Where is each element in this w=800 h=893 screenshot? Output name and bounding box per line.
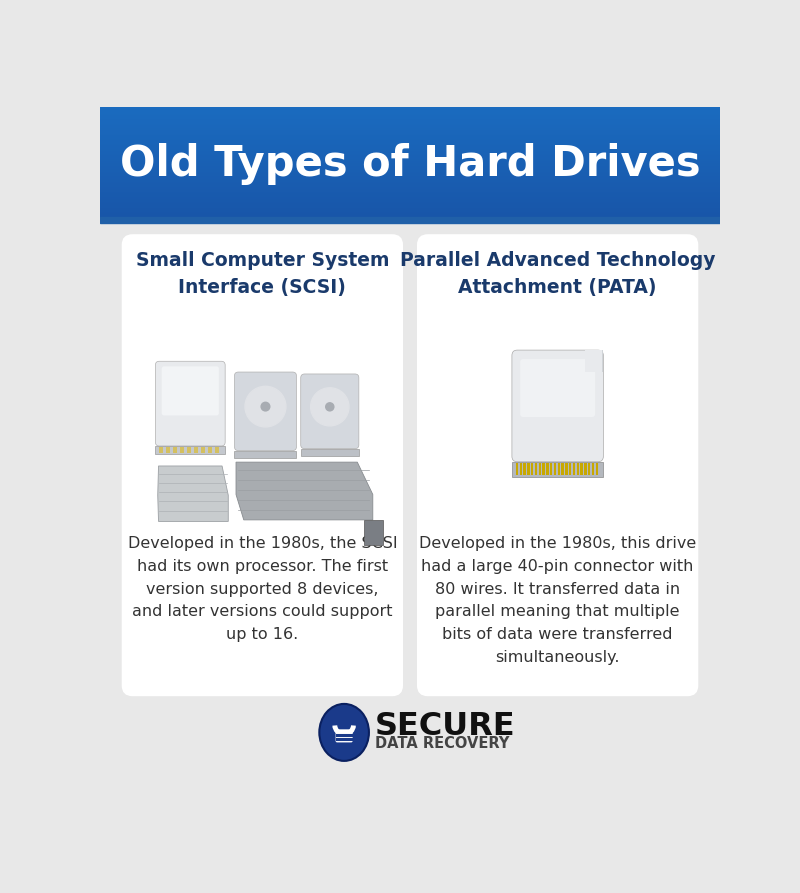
Bar	[523, 463, 526, 475]
Bar	[215, 447, 219, 453]
FancyBboxPatch shape	[155, 362, 225, 446]
Bar	[546, 463, 549, 475]
Bar	[187, 447, 191, 453]
Bar	[573, 463, 575, 475]
Bar	[519, 463, 522, 475]
Bar	[159, 447, 163, 453]
Bar	[100, 216, 720, 222]
Bar	[581, 463, 582, 475]
Text: Parallel Advanced Technology
Attachment (PATA): Parallel Advanced Technology Attachment …	[400, 252, 715, 297]
Bar	[562, 463, 564, 475]
FancyBboxPatch shape	[417, 234, 698, 697]
Circle shape	[310, 388, 349, 426]
Text: Developed in the 1980s, this drive
had a large 40-pin connector with
80 wires. I: Developed in the 1980s, this drive had a…	[419, 536, 696, 665]
Bar	[512, 462, 603, 477]
Bar	[577, 463, 579, 475]
Bar	[566, 463, 567, 475]
Bar	[558, 463, 560, 475]
FancyBboxPatch shape	[512, 350, 603, 462]
Bar	[554, 463, 556, 475]
FancyBboxPatch shape	[122, 234, 403, 697]
Bar	[174, 447, 177, 453]
Bar	[602, 350, 603, 371]
Bar	[585, 350, 602, 371]
Polygon shape	[158, 466, 228, 522]
Bar	[542, 463, 545, 475]
Text: SECURE: SECURE	[374, 711, 515, 742]
Circle shape	[245, 387, 286, 427]
Polygon shape	[236, 463, 373, 520]
Bar	[516, 463, 518, 475]
Bar	[538, 463, 541, 475]
Bar	[531, 463, 534, 475]
Bar	[201, 447, 205, 453]
Text: DATA RECOVERY: DATA RECOVERY	[375, 737, 510, 751]
Circle shape	[261, 402, 270, 411]
FancyBboxPatch shape	[336, 730, 353, 742]
Text: Small Computer System
Interface (SCSI): Small Computer System Interface (SCSI)	[136, 252, 389, 297]
Bar	[527, 463, 530, 475]
Bar	[584, 463, 586, 475]
Text: Old Types of Hard Drives: Old Types of Hard Drives	[120, 143, 700, 185]
FancyBboxPatch shape	[162, 366, 219, 415]
Bar	[596, 463, 598, 475]
Bar	[364, 520, 383, 545]
Bar	[550, 463, 552, 475]
FancyBboxPatch shape	[234, 372, 297, 451]
Bar	[180, 447, 184, 453]
Bar	[535, 463, 537, 475]
Circle shape	[326, 403, 334, 411]
Bar	[234, 451, 297, 458]
Bar	[194, 447, 198, 453]
Text: Developed in the 1980s, the SCSI
had its own processor. The first
version suppor: Developed in the 1980s, the SCSI had its…	[127, 536, 397, 642]
Bar	[569, 463, 571, 475]
Bar	[155, 446, 225, 455]
Bar	[301, 448, 359, 456]
Ellipse shape	[319, 704, 369, 761]
Bar	[166, 447, 170, 453]
Bar	[208, 447, 212, 453]
Bar	[592, 463, 594, 475]
Bar	[588, 463, 590, 475]
FancyBboxPatch shape	[301, 374, 359, 448]
FancyBboxPatch shape	[520, 359, 595, 417]
